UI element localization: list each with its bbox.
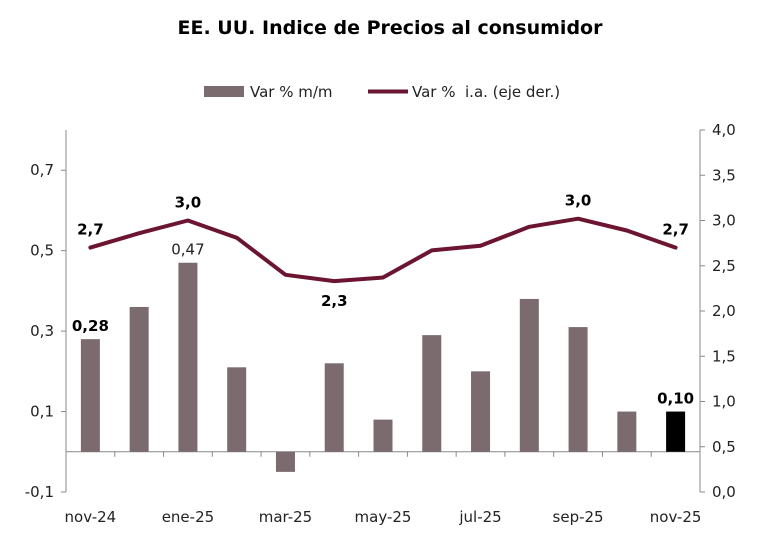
bar-nov-24 — [80, 339, 100, 452]
legend: Var % m/m Var % i.a. (eje der.) — [204, 83, 560, 101]
left-tick-label: 0,1 — [30, 403, 54, 421]
line-data-label: 3,0 — [565, 192, 592, 210]
bar-may-25 — [373, 419, 393, 452]
bar-ago-25 — [519, 298, 539, 452]
right-tick-label: 4,0 — [712, 121, 736, 139]
legend-swatch-bars — [204, 86, 244, 97]
left-tick-label: 0,5 — [30, 242, 54, 260]
bar-abr-25 — [324, 363, 344, 452]
x-tick-label: nov-24 — [65, 508, 117, 526]
left-tick-label: 0,3 — [30, 322, 54, 340]
bar-feb-25 — [227, 367, 247, 452]
bar-oct-25 — [617, 411, 637, 452]
x-tick-label: jul-25 — [458, 508, 501, 526]
right-tick-label: 1,0 — [712, 393, 736, 411]
x-tick-label: mar-25 — [259, 508, 313, 526]
bar-data-label: 0,28 — [72, 317, 109, 335]
bar-data-label: 0,47 — [171, 241, 204, 259]
right-tick-label: 3,5 — [712, 166, 736, 184]
bar-sep-25 — [568, 327, 588, 452]
bar-jun-25 — [422, 335, 442, 452]
line-data-label: 2,3 — [321, 292, 348, 310]
bar-ene-25 — [178, 262, 198, 452]
right-tick-label: 1,5 — [712, 347, 736, 365]
bar-dic-24 — [129, 306, 149, 452]
bar-data-label: 0,10 — [657, 390, 694, 408]
x-tick-label: ene-25 — [162, 508, 214, 526]
right-tick-label: 2,5 — [712, 257, 736, 275]
right-tick-label: 0,5 — [712, 438, 736, 456]
x-tick-label: nov-25 — [650, 508, 702, 526]
line-data-label: 2,7 — [662, 221, 689, 239]
x-tick-label: sep-25 — [553, 508, 604, 526]
right-tick-label: 2,0 — [712, 302, 736, 320]
legend-label-bars: Var % m/m — [250, 83, 333, 101]
bar-nov-25 — [666, 411, 686, 452]
right-tick-label: 0,0 — [712, 483, 736, 501]
axes: -0,1 0,1 0,3 0,5 0,7 0,0 0,5 1,0 1,5 2,0 2,5 3,0 3,5… — [25, 121, 736, 526]
line-series — [88, 216, 678, 284]
bar-series — [80, 262, 686, 472]
bar-mar-25 — [275, 451, 295, 472]
bar-jul-25 — [471, 371, 491, 452]
right-tick-label: 3,0 — [712, 212, 736, 230]
left-tick-label: 0,7 — [30, 161, 54, 179]
line-data-label: 3,0 — [175, 194, 202, 212]
legend-label-line: Var % i.a. (eje der.) — [412, 83, 560, 101]
line-data-label: 2,7 — [77, 221, 104, 239]
data-labels: 0,28 0,47 0,10 2,7 3,0 2,3 3,0 2,7 — [72, 192, 694, 408]
chart-title: EE. UU. Indice de Precios al consumidor — [178, 17, 604, 39]
x-tick-label: may-25 — [355, 508, 412, 526]
left-tick-label: -0,1 — [25, 483, 54, 501]
